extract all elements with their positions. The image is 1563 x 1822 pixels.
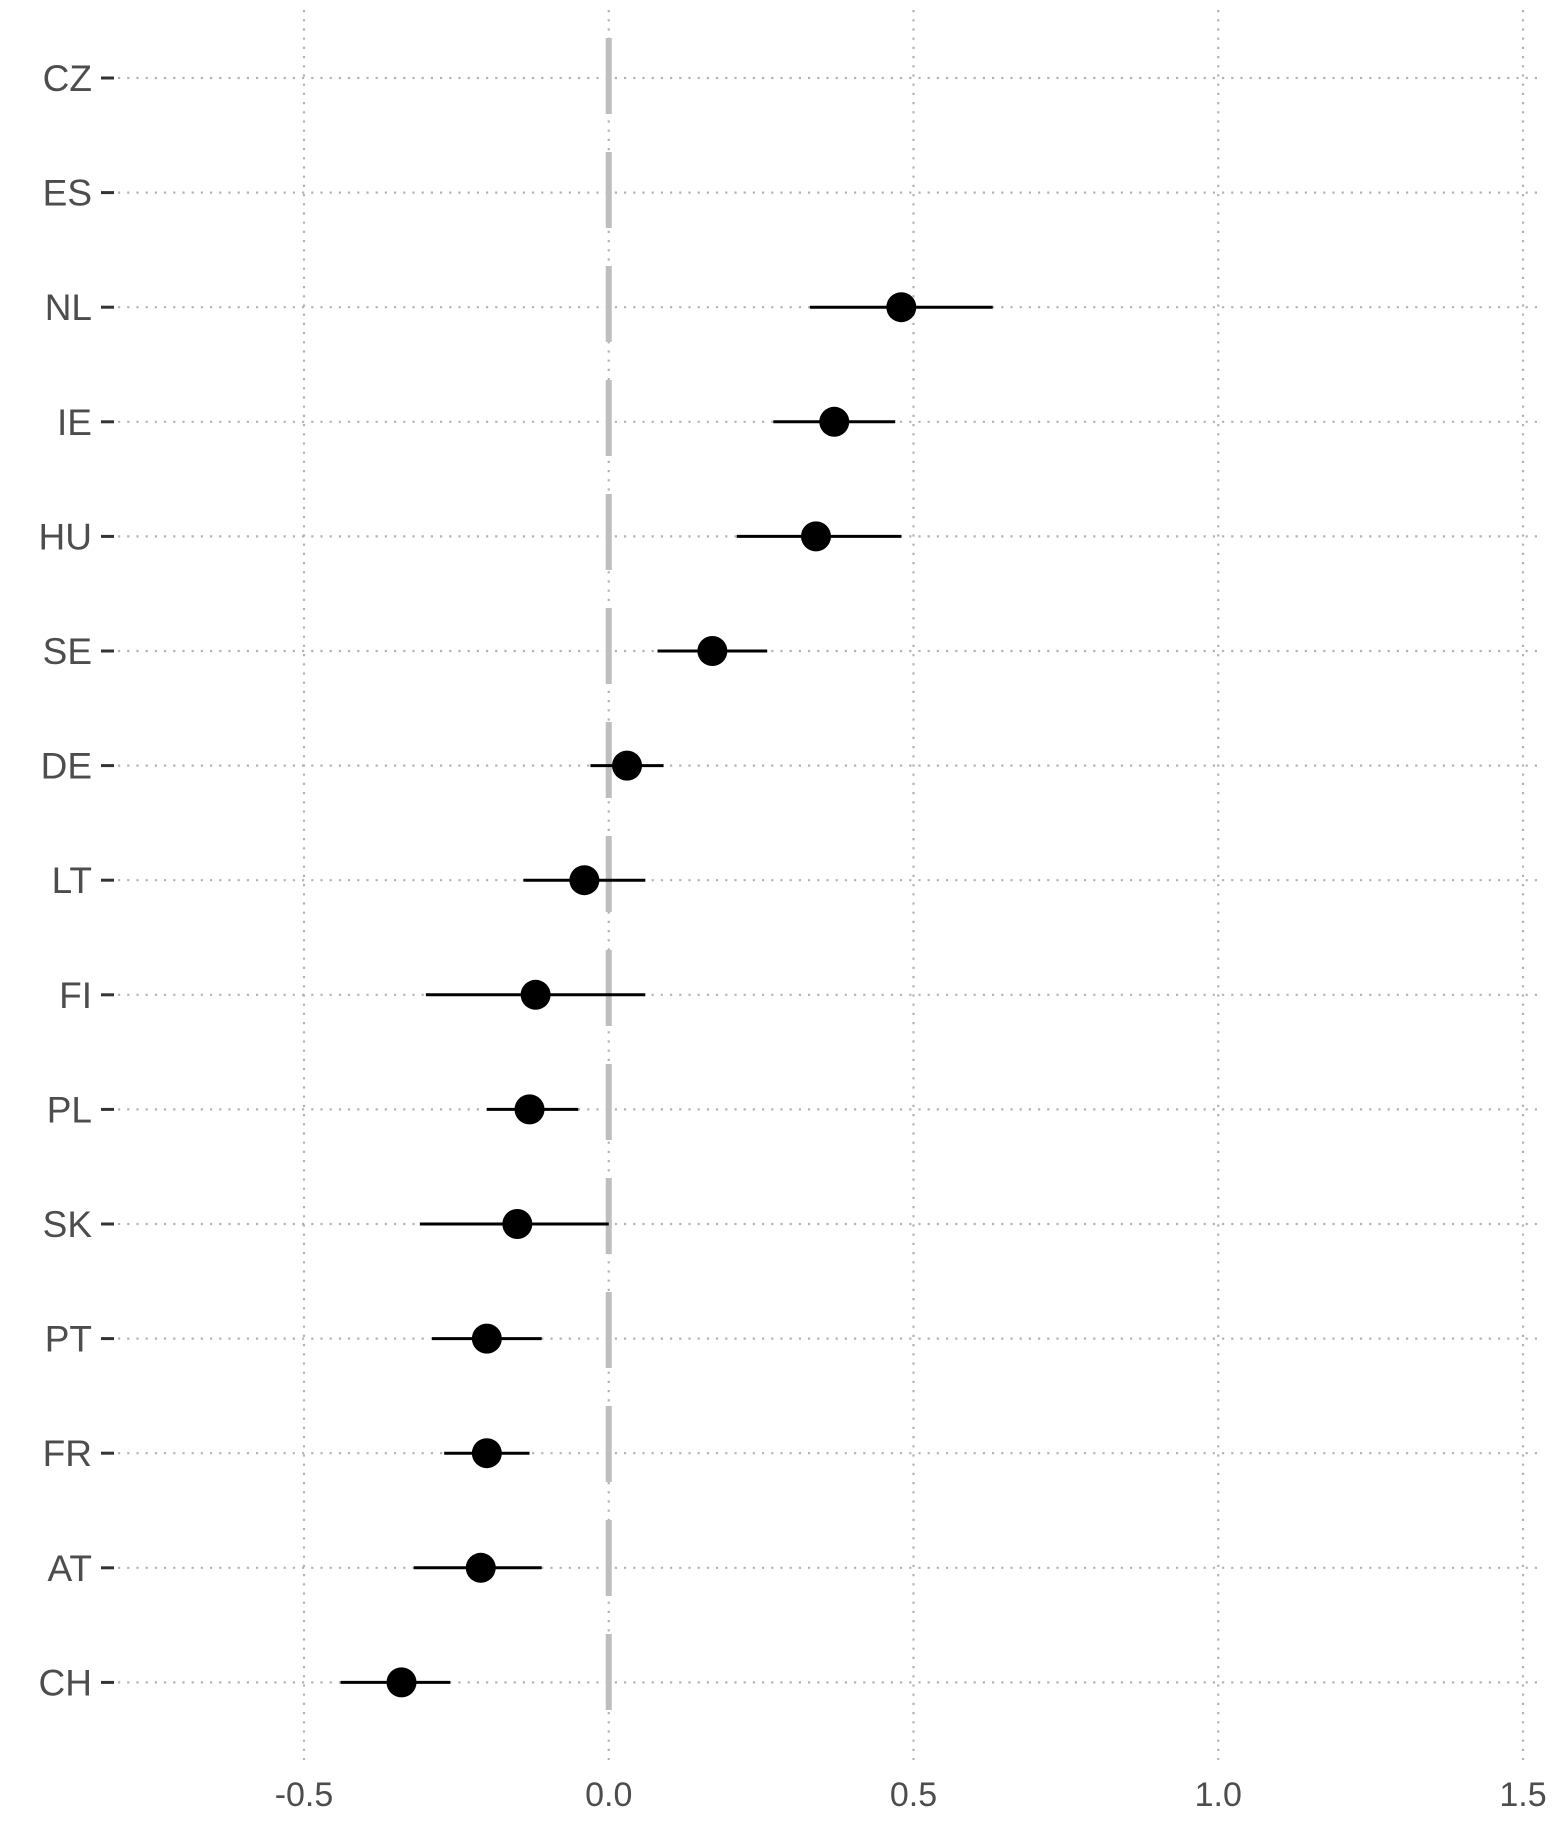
y-tick-label: FI — [59, 975, 92, 1016]
y-tick-label: ES — [43, 173, 92, 214]
y-tick-label: IE — [57, 402, 92, 443]
y-tick-label: CZ — [43, 58, 92, 99]
point-estimate-pl — [514, 1094, 545, 1125]
y-tick-label: FR — [43, 1433, 92, 1474]
y-tick-label: HU — [39, 516, 92, 557]
y-tick-label: SE — [43, 631, 92, 672]
x-tick-label: 1.5 — [1499, 1776, 1546, 1814]
x-tick-label: -0.5 — [275, 1776, 334, 1814]
x-tick-label: 0.5 — [890, 1776, 937, 1814]
point-estimate-ch — [386, 1667, 417, 1698]
point-estimate-ie — [819, 406, 850, 437]
point-estimates — [386, 292, 917, 1698]
y-tick-label: PT — [45, 1319, 92, 1360]
confidence-intervals — [340, 305, 993, 1684]
x-axis-tick-labels: -0.5 0.0 0.5 1.0 1.5 — [275, 1776, 1547, 1814]
point-estimate-nl — [886, 292, 917, 323]
point-estimate-fi — [520, 979, 551, 1010]
y-tick-label: NL — [45, 287, 92, 328]
point-estimate-de — [612, 750, 643, 781]
y-axis-tick-labels: CZ ES NL IE HU SE DE LT FI PL SK PT FR AT CH — [39, 58, 93, 1703]
y-tick-label: SK — [43, 1204, 93, 1245]
point-estimate-pt — [471, 1323, 502, 1354]
point-estimate-at — [465, 1552, 496, 1583]
y-tick-label: AT — [47, 1548, 92, 1589]
point-estimate-se — [697, 636, 728, 666]
y-tick-label: CH — [39, 1662, 92, 1703]
point-estimate-hu — [800, 521, 831, 552]
point-estimate-sk — [502, 1209, 533, 1239]
y-tick-label: PL — [47, 1089, 92, 1130]
x-tick-label: 1.0 — [1195, 1776, 1242, 1814]
x-tick-label: 0.0 — [585, 1776, 632, 1814]
horizontal-grid-lines — [118, 76, 1540, 1684]
vertical-grid-lines — [302, 10, 1525, 1760]
y-tick-label: LT — [52, 860, 92, 901]
point-estimate-fr — [471, 1438, 502, 1469]
y-tick-label: DE — [41, 746, 92, 787]
y-axis-ticks — [101, 76, 114, 1684]
point-estimate-lt — [569, 865, 600, 896]
